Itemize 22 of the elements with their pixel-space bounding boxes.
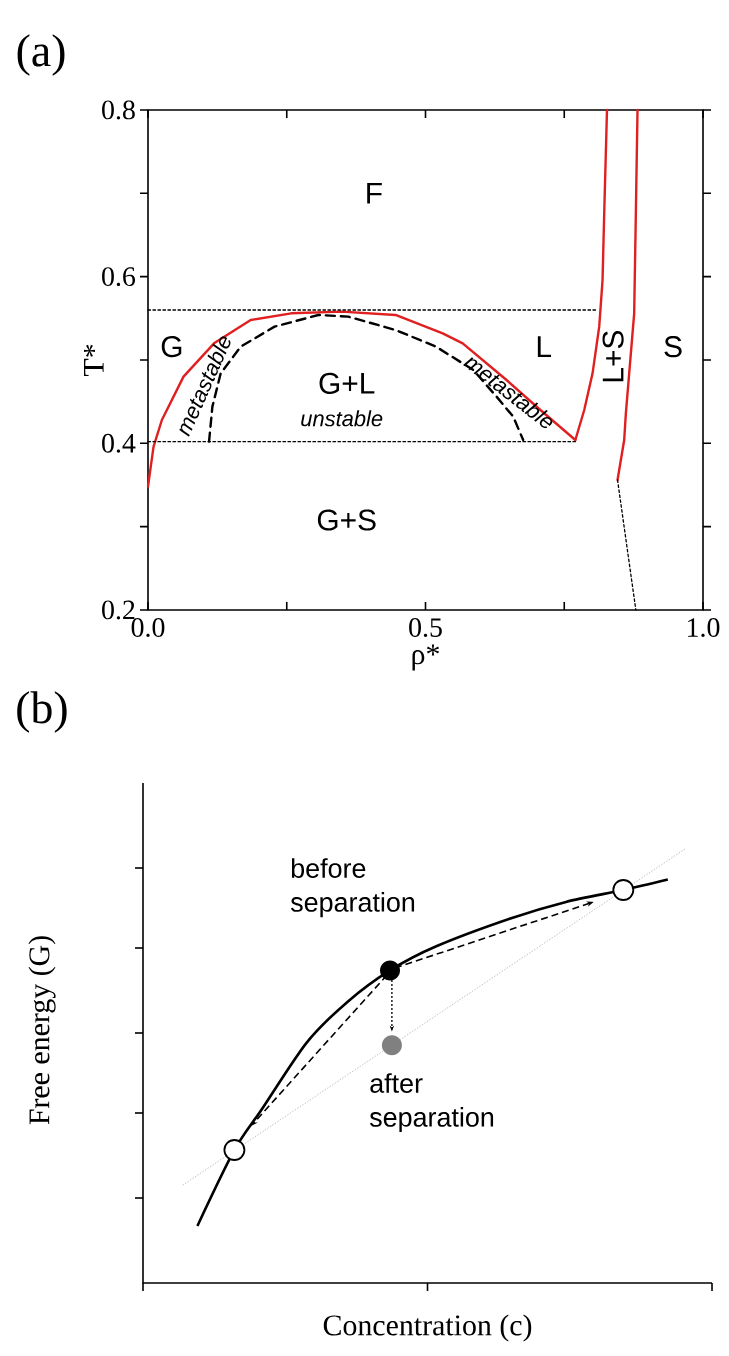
y-tick-label: 0.8 [102,100,135,120]
text: after separation [369,1073,494,1133]
x-axis-title: ρ* [412,644,439,671]
text: Concentration (c) [323,1314,532,1342]
annotation: G+S [317,509,376,531]
annotation: L+S [602,331,624,382]
y-tick-label: 0.6 [102,267,136,287]
x-tick-label: 0.0 [131,618,165,638]
text: before separation [290,858,415,918]
annotation: S [664,336,682,358]
annotation: F [367,183,382,204]
annotation: unstable [301,410,383,427]
text: Free energy (G) [28,936,56,1125]
text: (b) [17,691,67,733]
chart-title: (a) [17,34,65,76]
annotation: L [537,336,552,357]
x-tick-label: 0.5 [409,618,442,638]
annotation: G+L [319,372,375,394]
y-tick-label: 0.4 [102,433,136,453]
y-axis-title: T* [83,344,104,377]
y-tick-label: 0.2 [102,600,135,620]
x-tick-label: 1.0 [688,618,720,638]
